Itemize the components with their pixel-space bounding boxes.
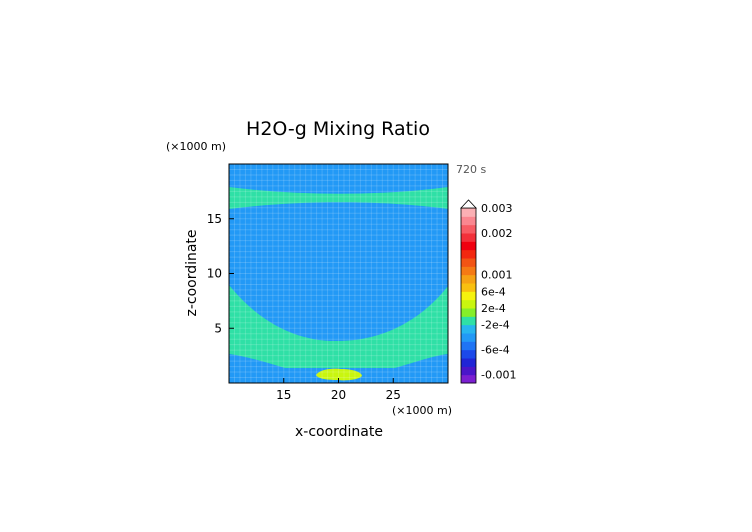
colorbar-extend-arrow: [460, 199, 477, 209]
colorbar-level: [461, 249, 476, 259]
grid-lines: [229, 164, 448, 383]
colorbar-level: [461, 274, 476, 284]
colorbar-label: 2e-4: [481, 302, 506, 315]
colorbar-label: 0.002: [481, 227, 513, 240]
colorbar-level: [461, 358, 476, 367]
x-axis-label: x-coordinate: [295, 424, 383, 440]
colorbar-level: [461, 258, 476, 267]
colorbar-label: -2e-4: [481, 319, 510, 332]
lower-dome-region: [229, 285, 448, 368]
y-axis-label: z-coordinate: [184, 229, 200, 316]
colorbar-level: [461, 324, 476, 334]
colorbar-level: [461, 283, 476, 292]
colorbar-level: [461, 241, 476, 251]
plot-area: [228, 163, 449, 384]
colorbar-level: [461, 374, 476, 384]
colorbar-level: [461, 266, 476, 276]
y-unit-label: (×1000 m): [166, 140, 226, 153]
colorbar-level: [461, 308, 476, 317]
colorbar-level: [461, 349, 476, 359]
colorbar-level: [461, 366, 476, 376]
x-tick-label: 25: [386, 388, 401, 402]
colorbar-level: [461, 233, 476, 242]
x-unit-label: (×1000 m): [392, 404, 452, 417]
chart-title: H2O-g Mixing Ratio: [246, 118, 430, 140]
upper-band-region: [229, 187, 448, 209]
x-axis: 15 20 25: [276, 378, 401, 402]
x-tick-label: 20: [331, 388, 346, 402]
colorbar-label: 0.003: [481, 202, 513, 215]
colorbar-label: 6e-4: [481, 285, 506, 298]
colorbar-level: [461, 216, 476, 226]
colorbar-level: [461, 208, 476, 217]
colorbar-level: [461, 333, 476, 342]
time-label: 720 s: [456, 163, 486, 176]
colorbar-level: [461, 316, 476, 326]
y-axis: 5 10 15: [207, 212, 234, 335]
colorbar-label: -6e-4: [481, 344, 510, 357]
x-tick-label: 15: [276, 388, 291, 402]
colorbar-level: [461, 291, 476, 301]
surface-spot-region: [316, 368, 362, 381]
colorbar-level: [461, 224, 476, 234]
y-tick-label: 5: [214, 321, 222, 335]
colorbar: 0.003 0.002 0.001 6e-4 2e-4 -2e-4 -6e-4 -0.001: [460, 199, 516, 384]
colorbar-level: [461, 341, 476, 351]
y-tick-label: 10: [207, 267, 222, 281]
colorbar-label: -0.001: [481, 369, 516, 382]
y-tick-label: 15: [207, 212, 222, 226]
colorbar-level: [461, 299, 476, 309]
colorbar-label: 0.001: [481, 269, 513, 282]
